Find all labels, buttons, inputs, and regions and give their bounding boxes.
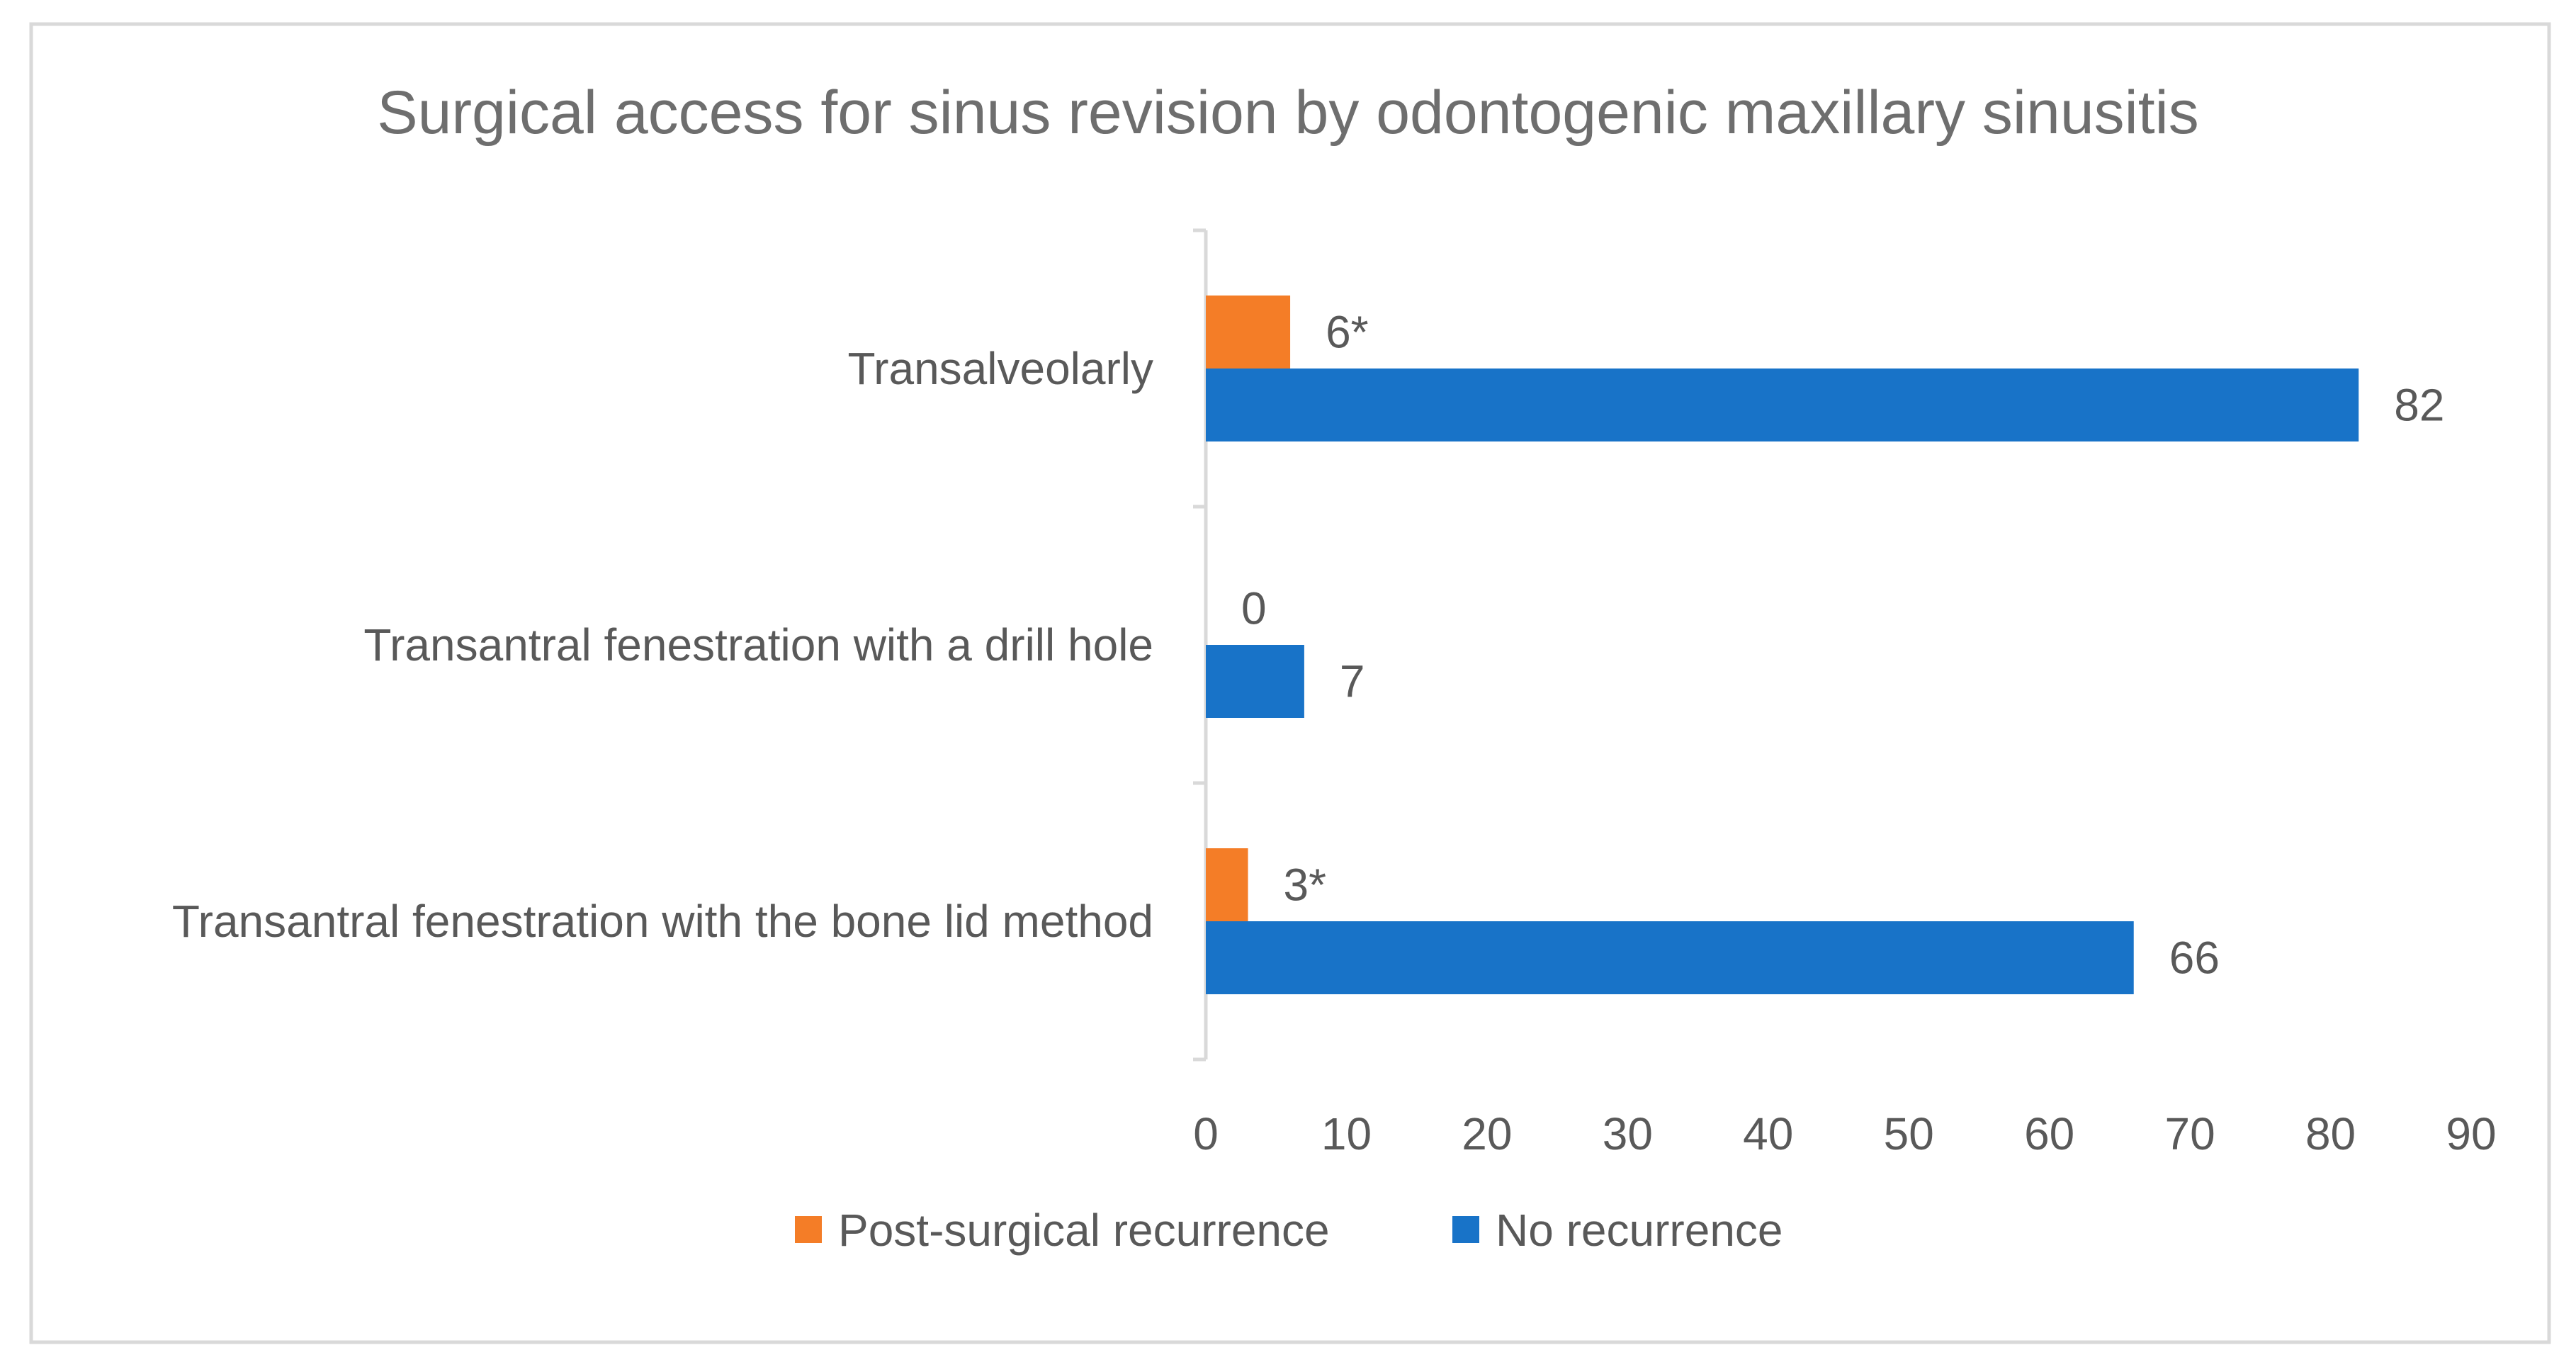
data-label: 0: [1241, 583, 1267, 634]
data-label: 66: [2169, 933, 2220, 984]
legend-label: Post-surgical recurrence: [838, 1205, 1330, 1256]
x-tick-label: 40: [1743, 1108, 1793, 1159]
chart-title: Surgical access for sinus revision by od…: [377, 79, 2199, 147]
x-tick-label: 30: [1603, 1108, 1653, 1159]
legend-label: No recurrence: [1496, 1205, 1783, 1256]
legend: Post-surgical recurrence No recurrence: [795, 1205, 1783, 1256]
bar-no-recurrence: [1206, 369, 2359, 441]
x-tick-label: 90: [2446, 1108, 2496, 1159]
x-tick-label: 80: [2305, 1108, 2356, 1159]
plot-area: Transalveolarly 6* 82 Transantral fenestrat…: [172, 228, 2497, 1159]
bar-no-recurrence: [1206, 645, 1304, 718]
bar-no-recurrence: [1206, 921, 2134, 994]
category-label: Transalveolarly: [847, 343, 1153, 394]
category-label: Transantral fenestration with a drill ho…: [363, 619, 1153, 670]
data-label: 7: [1340, 656, 1365, 707]
bar-post-surgical-recurrence: [1206, 296, 1291, 369]
x-tick-label: 70: [2165, 1108, 2215, 1159]
x-tick-label: 10: [1321, 1108, 1372, 1159]
data-label: 3*: [1284, 860, 1327, 911]
bar-post-surgical-recurrence: [1206, 848, 1248, 921]
x-tick-label: 60: [2024, 1108, 2074, 1159]
x-tick-label: 50: [1884, 1108, 1934, 1159]
category-label: Transantral fenestration with the bone l…: [172, 896, 1153, 947]
legend-swatch: [795, 1216, 822, 1243]
data-label: 82: [2394, 380, 2444, 431]
data-label: 6*: [1326, 307, 1369, 358]
x-tick-label: 20: [1462, 1108, 1512, 1159]
legend-swatch: [1452, 1216, 1479, 1243]
x-tick-label: 0: [1193, 1108, 1219, 1159]
